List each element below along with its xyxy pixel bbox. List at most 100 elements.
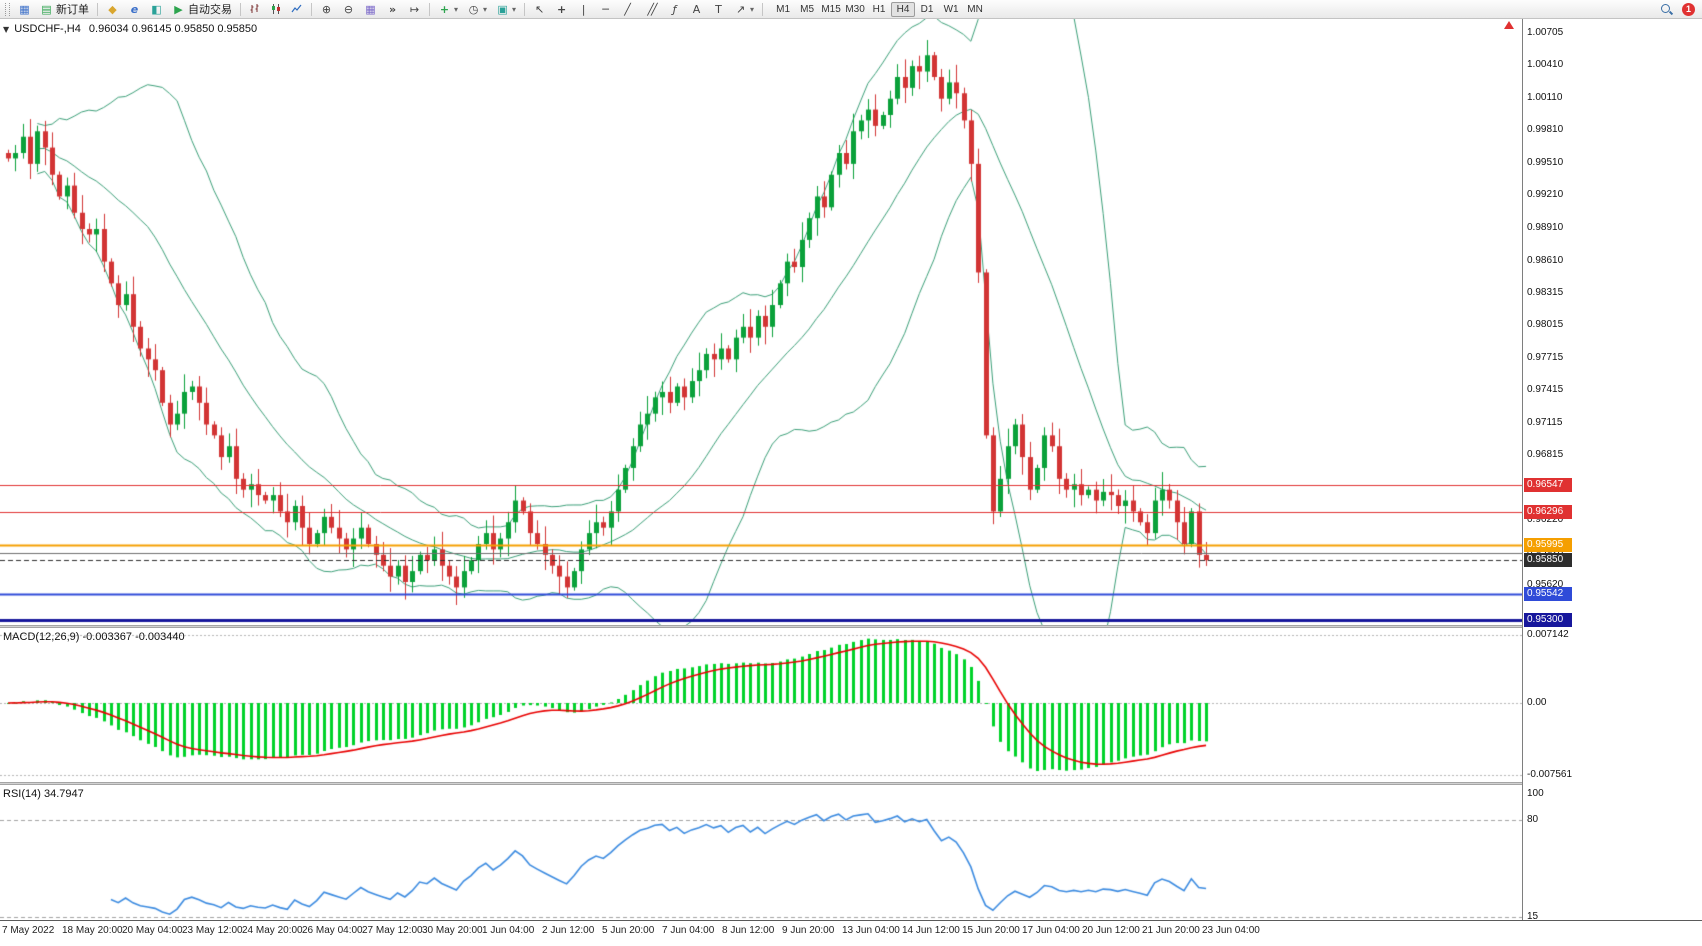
- timeframe-button-h4[interactable]: H4: [891, 1, 916, 17]
- timeframe-button-d1[interactable]: D1: [920, 3, 934, 15]
- price-axis[interactable]: 1.00705 1.00410 1.00110 0.99810 0.99510 0.992…: [1522, 19, 1702, 940]
- macd-axis-tick: -0.007561: [1527, 768, 1573, 780]
- autotrading-icon: ▶: [174, 2, 183, 16]
- periods-clock-icon: ◷: [468, 2, 479, 16]
- auto-scroll-button[interactable]: »: [382, 1, 403, 18]
- notification-badge[interactable]: 1: [1682, 2, 1695, 16]
- bar-chart-button[interactable]: [245, 1, 265, 18]
- cursor-button[interactable]: ↖: [529, 1, 550, 18]
- time-label: 20 Jun 12:00: [1082, 925, 1140, 936]
- strategy-tester-icon: ◧: [151, 2, 162, 16]
- chart-window-icon: ▦: [19, 2, 30, 16]
- price-tick: 0.97415: [1527, 384, 1564, 396]
- trendline-button[interactable]: ╱: [617, 1, 638, 18]
- auto-scroll-icon: »: [388, 2, 397, 16]
- macd-canvas[interactable]: [0, 628, 1522, 782]
- chart-shift-button[interactable]: ↦: [404, 1, 425, 18]
- price-badge: 0.96547: [1524, 477, 1572, 492]
- crosshair-button[interactable]: +: [551, 1, 572, 18]
- price-tick: 0.98315: [1527, 286, 1564, 298]
- chart-window-button[interactable]: ▦: [14, 1, 35, 18]
- horizontal-line-button[interactable]: ─: [595, 1, 616, 18]
- timeframe-button-h1[interactable]: H1: [872, 3, 886, 15]
- text-label-tool-button[interactable]: T: [708, 1, 729, 18]
- candlestick-chart-icon: [272, 4, 280, 14]
- rsi-canvas[interactable]: [0, 785, 1522, 920]
- time-label: 5 Jun 20:00: [602, 925, 655, 936]
- panel-divider[interactable]: [0, 625, 1702, 628]
- trendline-icon: ╱: [624, 2, 631, 16]
- timeframe-button-m15[interactable]: M15: [821, 3, 841, 15]
- price-tick: 0.99210: [1527, 189, 1564, 201]
- time-label: 23 Jun 04:00: [1202, 925, 1260, 936]
- add-indicator-button[interactable]: + ▾: [434, 1, 462, 18]
- crosshair-icon: +: [556, 2, 567, 16]
- chevron-down-icon: ▾: [483, 4, 488, 14]
- vertical-line-button[interactable]: |: [573, 1, 594, 18]
- time-label: 15 Jun 20:00: [962, 925, 1020, 936]
- time-label: 17 Jun 04:00: [1022, 925, 1080, 936]
- toolbar-right: 1: [1656, 1, 1700, 18]
- fibonacci-button[interactable]: ƒ: [664, 1, 685, 18]
- price-tick: 1.00110: [1527, 91, 1563, 103]
- arrows-tool-button[interactable]: ↗ ▾: [730, 1, 758, 18]
- toolbar-separator: [762, 2, 764, 16]
- strategy-tester-button[interactable]: ◧: [146, 1, 167, 18]
- price-tick: 0.97715: [1527, 351, 1564, 363]
- tile-windows-button[interactable]: ▦: [360, 1, 381, 18]
- main-chart-canvas[interactable]: [0, 19, 1522, 625]
- autotrading-button[interactable]: ▶ 自动交易: [168, 1, 236, 18]
- toolbar-separator: [97, 2, 98, 16]
- time-label: 1 Jun 04:00: [482, 925, 535, 936]
- add-indicator-icon: +: [439, 2, 450, 16]
- channel-button[interactable]: ╱╱: [639, 1, 663, 18]
- price-tick: 1.00410: [1527, 59, 1564, 71]
- price-tick: 1.00705: [1527, 27, 1564, 38]
- timeframe-button-m1[interactable]: M1: [776, 3, 791, 15]
- price-tick: 0.96220: [1527, 514, 1564, 526]
- metaeditor-button[interactable]: e: [124, 1, 145, 18]
- search-button[interactable]: [1656, 1, 1677, 18]
- zoom-out-button[interactable]: ⊖: [338, 1, 359, 18]
- templates-button[interactable]: ▣ ▾: [492, 1, 520, 18]
- time-axis[interactable]: 7 May 2022 18 May 20:00 20 May 04:00 23 May…: [0, 920, 1702, 946]
- toolbar-grip[interactable]: [5, 2, 10, 16]
- horizontal-line-icon: ─: [602, 2, 609, 16]
- market-watch-button[interactable]: ◆: [102, 1, 123, 18]
- time-label: 26 May 04:00: [302, 925, 363, 936]
- macd-axis-tick: 0.00: [1527, 697, 1547, 708]
- vertical-line-icon: |: [581, 2, 586, 16]
- time-label: 2 Jun 12:00: [542, 925, 595, 936]
- price-tick: 0.97115: [1527, 416, 1563, 428]
- time-label: 7 Jun 04:00: [662, 925, 715, 936]
- zoom-in-button[interactable]: ⊕: [316, 1, 337, 18]
- timeframe-button-w1[interactable]: W1: [943, 3, 959, 15]
- collapse-icon[interactable]: ▼: [3, 25, 10, 34]
- timeframe-button-m30[interactable]: M30: [845, 3, 865, 15]
- price-tick: 0.99810: [1527, 124, 1564, 136]
- rsi-axis-tick: 15: [1527, 910, 1539, 922]
- rsi-axis-tick: 100: [1527, 788, 1544, 799]
- toolbar-separator: [240, 2, 241, 16]
- new-order-button[interactable]: ▤ 新订单: [36, 1, 93, 18]
- time-label: 30 May 20:00: [422, 925, 483, 936]
- periods-button[interactable]: ◷ ▾: [463, 1, 491, 18]
- price-tick: 0.98610: [1527, 254, 1564, 266]
- metaeditor-icon: e: [130, 2, 139, 16]
- chart-symbol-period: USDCHF-,H4: [14, 23, 81, 35]
- chart-title: ▼ USDCHF-,H4 0.96034 0.96145 0.95850 0.9…: [3, 23, 257, 35]
- shift-marker-icon[interactable]: [1504, 21, 1514, 29]
- timeframe-button-mn[interactable]: MN: [967, 3, 983, 15]
- panel-divider[interactable]: [0, 782, 1702, 785]
- price-tick: 0.96815: [1527, 449, 1564, 461]
- candlestick-chart-button[interactable]: [266, 1, 286, 18]
- line-chart-button[interactable]: [287, 1, 307, 18]
- time-label: 9 Jun 20:00: [782, 925, 835, 936]
- text-tool-button[interactable]: A: [686, 1, 707, 18]
- chevron-down-icon: ▾: [750, 4, 755, 14]
- timeframe-button-m5[interactable]: M5: [800, 3, 815, 15]
- fibonacci-icon: ƒ: [672, 2, 677, 16]
- macd-axis-tick: 0.007142: [1527, 629, 1569, 641]
- price-badge: 0.96296: [1524, 504, 1572, 519]
- time-label: 27 May 12:00: [362, 925, 423, 936]
